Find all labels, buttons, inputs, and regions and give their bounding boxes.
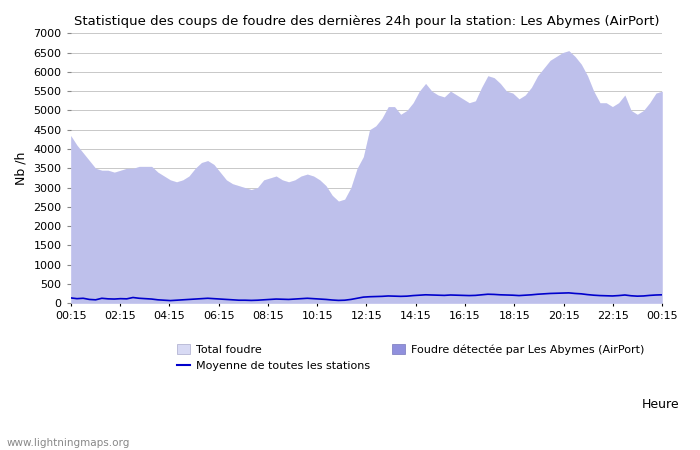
Y-axis label: Nb /h: Nb /h	[15, 152, 28, 185]
Text: www.lightningmaps.org: www.lightningmaps.org	[7, 438, 130, 448]
Text: Heure: Heure	[641, 398, 679, 411]
Legend: Total foudre, Moyenne de toutes les stations, Foudre détectée par Les Abymes (Ai: Total foudre, Moyenne de toutes les stat…	[177, 344, 644, 371]
Title: Statistique des coups de foudre des dernières 24h pour la station: Les Abymes (A: Statistique des coups de foudre des dern…	[74, 15, 659, 28]
